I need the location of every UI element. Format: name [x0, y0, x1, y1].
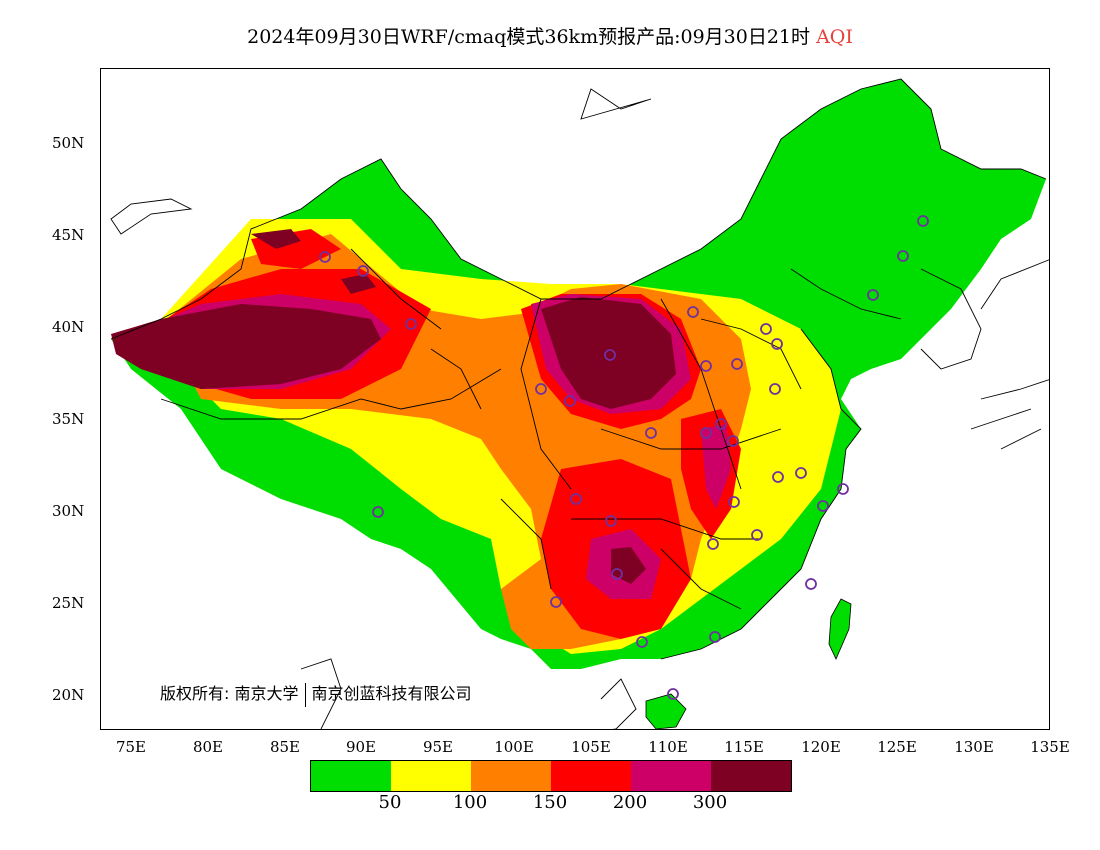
lat-label-45n: 45N — [52, 226, 85, 244]
station-marker — [817, 500, 829, 512]
copyright-notice: 版权所有: 南京大学 南京创蓝科技有限公司 — [160, 680, 472, 707]
lat-label-35n: 35N — [52, 410, 85, 428]
lon-label-100e: 100E — [494, 738, 534, 756]
lon-label-85e: 85E — [269, 738, 301, 756]
lat-label-40n: 40N — [52, 318, 85, 336]
legend-swatch-very-unhealthy — [631, 761, 711, 791]
lon-label-110e: 110E — [648, 738, 688, 756]
copyright-org2: 南京创蓝科技有限公司 — [311, 684, 472, 703]
lat-label-30n: 30N — [52, 502, 85, 520]
station-marker — [917, 215, 929, 227]
legend-swatch-hazardous — [711, 761, 791, 791]
station-marker — [636, 636, 648, 648]
lon-label-115e: 115E — [724, 738, 764, 756]
legend-tick-300: 300 — [692, 792, 728, 813]
title-pollutant: AQI — [816, 26, 853, 48]
station-marker — [604, 349, 616, 361]
lat-label-20n: 20N — [52, 686, 85, 704]
station-marker — [700, 360, 712, 372]
lon-label-120e: 120E — [801, 738, 841, 756]
station-marker — [769, 383, 781, 395]
station-marker — [731, 358, 743, 370]
station-marker — [771, 338, 783, 350]
station-marker — [751, 529, 763, 541]
legend-tick-200: 200 — [612, 792, 648, 813]
station-marker — [867, 289, 879, 301]
boundaries — [110, 78, 1049, 729]
station-marker — [715, 418, 727, 430]
station-marker — [707, 538, 719, 550]
station-marker — [687, 306, 699, 318]
zone-maroon — [111, 229, 676, 584]
legend-swatch-sensitive — [471, 761, 551, 791]
station-marker — [357, 265, 369, 277]
lon-label-130e: 130E — [954, 738, 994, 756]
lon-label-135e: 135E — [1030, 738, 1070, 756]
station-marker — [550, 596, 562, 608]
station-marker — [700, 427, 712, 439]
legend-tick-150: 150 — [532, 792, 568, 813]
station-marker — [645, 427, 657, 439]
station-marker — [319, 251, 331, 263]
copyright-org1: 南京大学 — [234, 684, 299, 703]
lon-label-90e: 90E — [345, 738, 377, 756]
station-marker — [564, 395, 576, 407]
lon-label-125e: 125E — [877, 738, 917, 756]
lon-label-95e: 95E — [422, 738, 454, 756]
station-marker — [372, 506, 384, 518]
station-marker — [709, 631, 721, 643]
hainan-island — [645, 693, 687, 729]
station-marker — [772, 471, 784, 483]
station-marker — [805, 578, 817, 590]
station-marker — [667, 688, 679, 700]
aqi-legend — [310, 760, 792, 792]
legend-swatch-unhealthy — [551, 761, 631, 791]
station-marker — [727, 435, 739, 447]
station-marker — [897, 250, 909, 262]
station-marker — [837, 483, 849, 495]
station-marker — [405, 318, 417, 330]
lon-label-80e: 80E — [192, 738, 224, 756]
title-text: 2024年09月30日WRF/cmaq模式36km预报产品:09月30日21时 — [247, 26, 811, 48]
station-marker — [728, 496, 740, 508]
legend-swatch-good — [311, 761, 391, 791]
legend-swatch-moderate — [391, 761, 471, 791]
lat-label-50n: 50N — [52, 134, 85, 152]
lon-label-75e: 75E — [115, 738, 147, 756]
taiwan-island — [828, 598, 852, 660]
legend-tick-100: 100 — [452, 792, 488, 813]
copyright-separator — [304, 682, 306, 707]
lon-label-105e: 105E — [571, 738, 611, 756]
legend-tick-50: 50 — [378, 792, 402, 813]
station-marker — [760, 323, 772, 335]
map-frame — [100, 68, 1050, 730]
lat-label-25n: 25N — [52, 594, 85, 612]
map-title: 2024年09月30日WRF/cmaq模式36km预报产品:09月30日21时 … — [0, 22, 1100, 49]
station-marker — [535, 383, 547, 395]
station-marker — [795, 467, 807, 479]
station-marker — [611, 568, 623, 580]
copyright-prefix: 版权所有: — [160, 684, 230, 703]
monitoring-stations — [319, 215, 929, 700]
station-marker — [570, 493, 582, 505]
station-marker — [605, 515, 617, 527]
aqi-map — [110, 78, 1049, 729]
